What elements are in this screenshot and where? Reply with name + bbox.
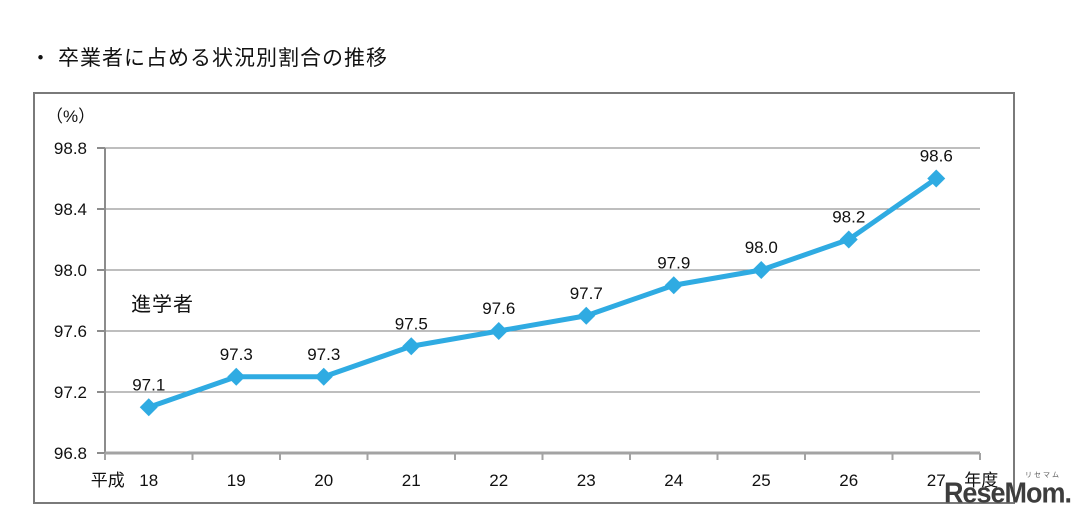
- y-axis-unit-label: （%）: [46, 107, 96, 126]
- logo-kana-text: リセマム: [1025, 472, 1061, 479]
- svg-text:24: 24: [664, 471, 683, 490]
- svg-text:96.8: 96.8: [54, 444, 87, 463]
- svg-text:97.9: 97.9: [657, 253, 690, 272]
- svg-text:21: 21: [402, 471, 421, 490]
- title-text: 卒業者に占める状況別割合の推移: [58, 47, 388, 70]
- svg-text:年度: 年度: [964, 471, 998, 490]
- svg-text:98.6: 98.6: [920, 147, 953, 166]
- page-title: ・卒業者に占める状況別割合の推移: [30, 42, 388, 72]
- svg-text:22: 22: [489, 471, 508, 490]
- svg-text:97.2: 97.2: [54, 383, 87, 402]
- svg-text:26: 26: [839, 471, 858, 490]
- title-bullet: ・: [30, 47, 52, 70]
- svg-text:97.3: 97.3: [307, 345, 340, 364]
- svg-text:98.4: 98.4: [54, 200, 87, 219]
- svg-text:98.2: 98.2: [832, 208, 865, 227]
- logo-dot: .: [1064, 477, 1071, 509]
- svg-text:98.8: 98.8: [54, 139, 87, 158]
- svg-text:98.0: 98.0: [54, 261, 87, 280]
- svg-text:97.6: 97.6: [482, 299, 515, 318]
- svg-text:25: 25: [752, 471, 771, 490]
- svg-text:97.3: 97.3: [220, 345, 253, 364]
- logo-wordmark: ReseMom.: [943, 477, 1072, 509]
- series-label: 進学者: [131, 294, 194, 316]
- svg-text:97.7: 97.7: [570, 284, 603, 303]
- svg-text:23: 23: [577, 471, 596, 490]
- chart-frame: 98.8 98.4 98.0 97.6 97.2 96.8 18 19 20 21 22 23 24 25…: [33, 92, 1015, 504]
- svg-text:19: 19: [227, 471, 246, 490]
- svg-text:98.0: 98.0: [745, 238, 778, 257]
- svg-text:27: 27: [927, 471, 946, 490]
- resemom-logo: リセマム ReseMom.: [943, 472, 1072, 509]
- svg-text:97.1: 97.1: [132, 375, 165, 394]
- svg-text:18: 18: [139, 471, 158, 490]
- svg-text:97.5: 97.5: [395, 314, 428, 333]
- line-chart: 98.8 98.4 98.0 97.6 97.2 96.8 18 19 20 21 22 23 24 25…: [54, 139, 998, 490]
- svg-text:97.6: 97.6: [54, 322, 87, 341]
- svg-text:20: 20: [314, 471, 333, 490]
- svg-text:平成: 平成: [91, 471, 125, 490]
